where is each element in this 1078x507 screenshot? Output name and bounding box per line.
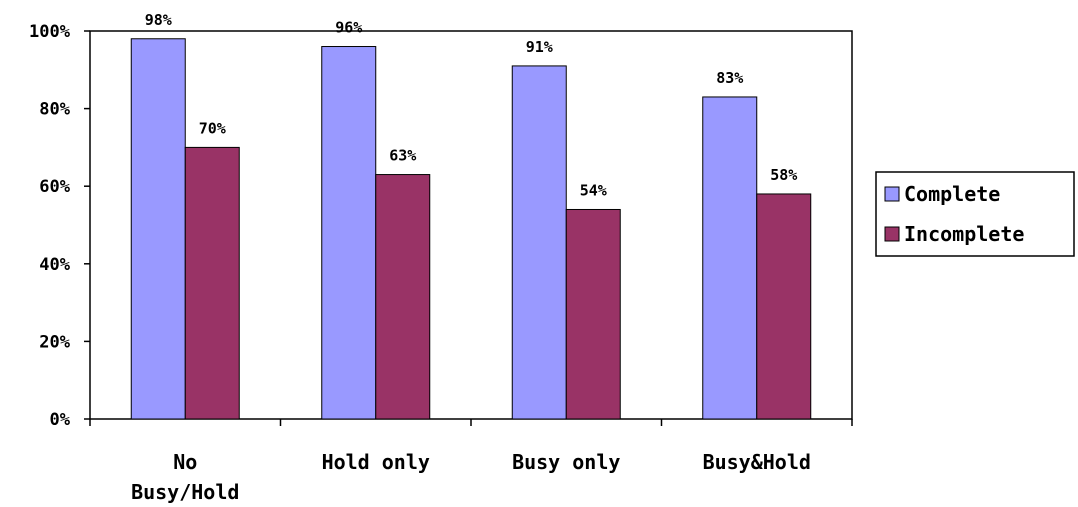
data-label: 70% (199, 119, 226, 137)
y-axis: 0% 20% 40% 60% 80% 100% (29, 22, 90, 430)
legend: Complete Incomplete (875, 171, 1075, 257)
data-label: 91% (526, 38, 553, 56)
y-tick-label: 40% (39, 255, 70, 275)
x-category-label: Busy only (512, 450, 620, 474)
y-tick-label: 0% (50, 410, 71, 430)
data-label: 58% (770, 166, 797, 184)
x-category-label: Busy&Hold (703, 450, 811, 474)
x-category-label: Busy/Hold (131, 480, 239, 504)
legend-label: Complete (904, 182, 1000, 206)
legend-label: Incomplete (904, 222, 1024, 246)
data-label: 54% (580, 181, 607, 199)
bars (130, 38, 812, 420)
bar-complete (321, 46, 377, 420)
data-label: 96% (335, 19, 362, 37)
bar-incomplete (375, 174, 431, 420)
bar-complete (130, 38, 186, 420)
legend-swatch-incomplete (884, 226, 900, 242)
data-label: 98% (145, 11, 172, 29)
x-category-label: Hold only (322, 450, 430, 474)
y-tick-label: 20% (39, 332, 70, 352)
bar-incomplete (565, 208, 621, 420)
data-labels: 98% 96% 91% 83% 70% 63% 54% 58% (145, 11, 798, 200)
x-axis: No Busy/Hold Hold only Busy only Busy&Hold (89, 419, 853, 504)
y-tick-label: 60% (39, 177, 70, 197)
data-label: 63% (389, 147, 416, 165)
y-tick-label: 100% (29, 22, 71, 42)
legend-swatch-complete (884, 186, 900, 202)
bar-incomplete (756, 193, 812, 420)
bar-incomplete (184, 146, 240, 420)
x-category-label: No (173, 450, 197, 474)
data-label: 83% (716, 69, 743, 87)
legend-box (875, 171, 1075, 257)
bar-complete (511, 65, 567, 420)
bar-complete (702, 96, 758, 420)
y-tick-label: 80% (39, 100, 70, 120)
